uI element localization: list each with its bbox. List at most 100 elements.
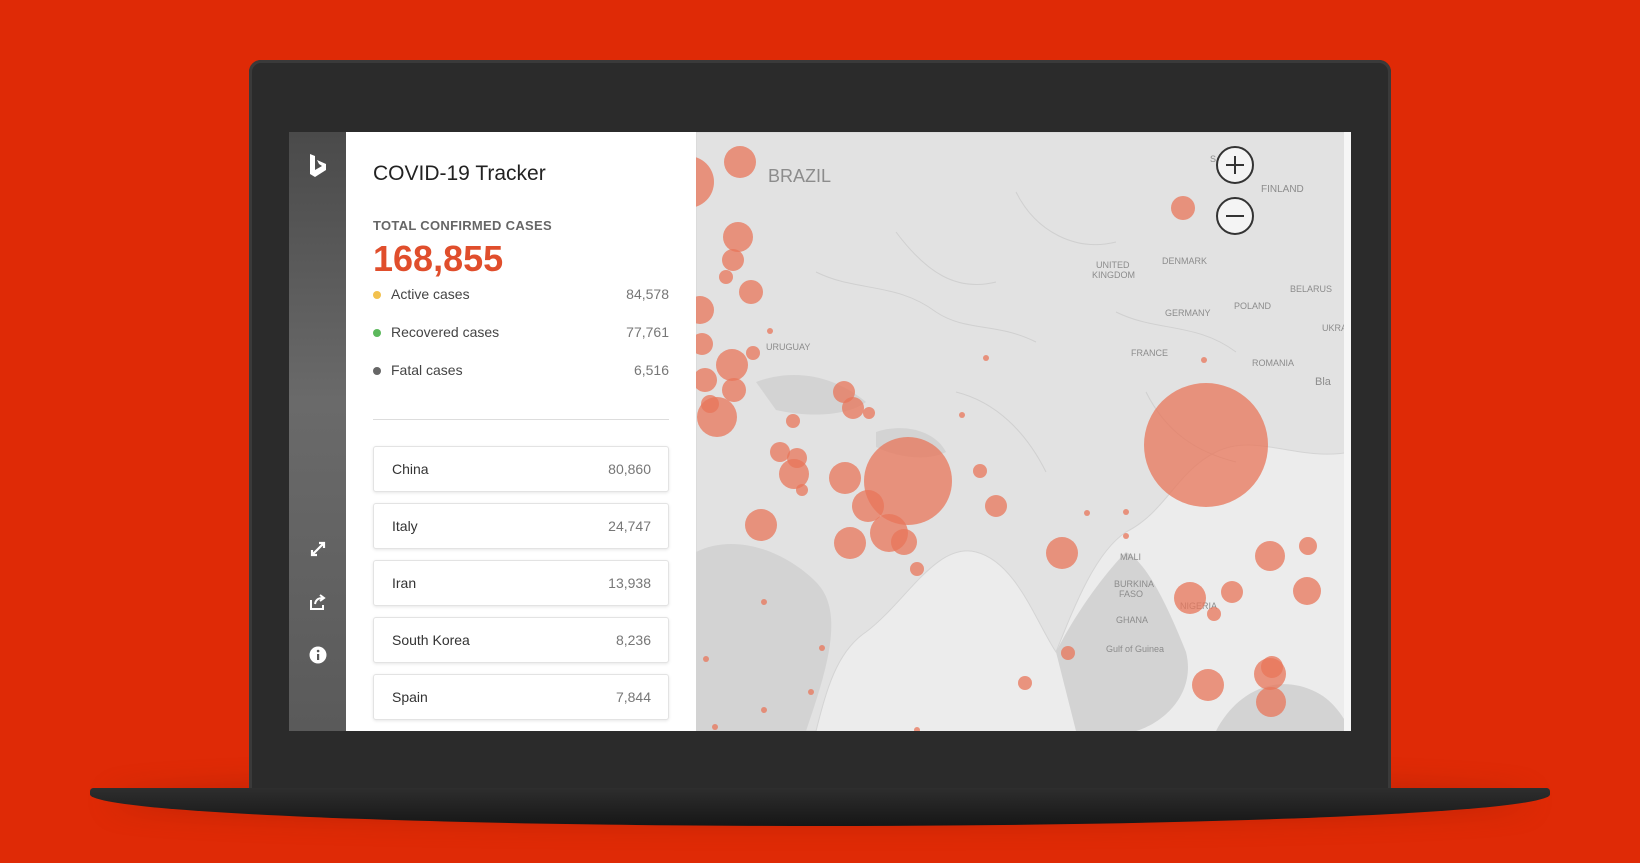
- case-bubble[interactable]: [891, 529, 917, 555]
- case-bubble[interactable]: [808, 689, 814, 695]
- case-bubble[interactable]: [863, 407, 875, 419]
- country-row-italy[interactable]: Italy 24,747: [373, 503, 669, 549]
- case-bubble[interactable]: [1207, 607, 1221, 621]
- case-bubble[interactable]: [852, 490, 884, 522]
- laptop-base: [90, 788, 1550, 826]
- map-label-france: FRANCE: [1131, 348, 1168, 358]
- case-bubble[interactable]: [796, 484, 808, 496]
- country-row-china[interactable]: China 80,860: [373, 446, 669, 492]
- case-bubble[interactable]: [1046, 537, 1078, 569]
- case-bubble[interactable]: [1061, 646, 1075, 660]
- case-bubble[interactable]: [723, 222, 753, 252]
- case-bubble[interactable]: [1256, 687, 1286, 717]
- case-bubble[interactable]: [1171, 196, 1195, 220]
- map-label-brazil: BRAZIL: [768, 166, 831, 186]
- case-bubble[interactable]: [1018, 676, 1032, 690]
- country-count: 13,938: [608, 575, 651, 591]
- case-bubble[interactable]: [1201, 357, 1207, 363]
- expand-icon[interactable]: [289, 539, 346, 559]
- divider: [373, 419, 669, 420]
- map-label-gulf-of-guinea: Gulf of Guinea: [1106, 644, 1164, 654]
- case-bubble[interactable]: [842, 397, 864, 419]
- recovered-dot-icon: [373, 329, 381, 337]
- map-label-uk-1: UNITED: [1096, 260, 1130, 270]
- country-row-spain[interactable]: Spain 7,844: [373, 674, 669, 720]
- case-bubble[interactable]: [983, 355, 989, 361]
- case-bubble[interactable]: [833, 381, 855, 403]
- case-bubble[interactable]: [719, 270, 733, 284]
- country-count: 8,236: [615, 632, 651, 648]
- case-bubble[interactable]: [1221, 581, 1243, 603]
- world-map[interactable]: BRAZIL FINLAND UNITED KINGDOM DENMARK BE…: [662, 132, 1351, 731]
- case-bubble[interactable]: [1293, 577, 1321, 605]
- case-bubble[interactable]: [910, 562, 924, 576]
- map-label-romania: ROMANIA: [1252, 358, 1294, 368]
- case-bubble[interactable]: [703, 656, 709, 662]
- stat-label: Active cases: [391, 286, 470, 302]
- map-label-burkina-1: BURKINA: [1114, 579, 1154, 589]
- info-icon[interactable]: [289, 646, 346, 664]
- left-rail: [289, 132, 346, 731]
- case-bubble[interactable]: [834, 527, 866, 559]
- case-bubble[interactable]: [819, 645, 825, 651]
- case-bubble[interactable]: [739, 280, 763, 304]
- case-bubble[interactable]: [864, 437, 952, 525]
- case-bubble[interactable]: [770, 442, 790, 462]
- case-bubble[interactable]: [1174, 582, 1206, 614]
- map-label-ghana: GHANA: [1116, 615, 1148, 625]
- case-bubble[interactable]: [1144, 383, 1268, 507]
- case-bubble[interactable]: [761, 707, 767, 713]
- app-screen: COVID-19 Tracker TOTAL CONFIRMED CASES 1…: [289, 132, 1351, 731]
- stat-value: 6,516: [633, 362, 669, 378]
- country-row-iran[interactable]: Iran 13,938: [373, 560, 669, 606]
- map-label-mali: MALI: [1120, 552, 1141, 562]
- map-label-belarus: BELARUS: [1290, 284, 1332, 294]
- case-bubble[interactable]: [722, 249, 744, 271]
- app-title: COVID-19 Tracker: [373, 162, 546, 185]
- country-row-south-korea[interactable]: South Korea 8,236: [373, 617, 669, 663]
- case-bubble[interactable]: [914, 727, 920, 731]
- case-bubble[interactable]: [985, 495, 1007, 517]
- case-bubble[interactable]: [746, 346, 760, 360]
- map-scrollbar[interactable]: [1344, 132, 1351, 731]
- case-bubble[interactable]: [1299, 537, 1317, 555]
- case-bubble[interactable]: [767, 328, 773, 334]
- zoom-in-button[interactable]: [1216, 146, 1254, 184]
- stat-active: Active cases 84,578: [373, 286, 669, 306]
- stat-fatal: Fatal cases 6,516: [373, 362, 669, 382]
- case-bubble[interactable]: [724, 146, 756, 178]
- case-bubble[interactable]: [779, 459, 809, 489]
- case-bubble[interactable]: [1261, 656, 1283, 678]
- case-bubble[interactable]: [786, 414, 800, 428]
- case-bubble[interactable]: [959, 412, 965, 418]
- country-count: 24,747: [608, 518, 651, 534]
- case-bubble[interactable]: [712, 724, 718, 730]
- case-bubble[interactable]: [716, 349, 748, 381]
- total-cases-value: 168,855: [373, 238, 504, 279]
- map-label-germany: GERMANY: [1165, 308, 1211, 318]
- case-bubble[interactable]: [691, 333, 713, 355]
- case-bubble[interactable]: [1255, 541, 1285, 571]
- case-bubble[interactable]: [693, 368, 717, 392]
- stat-recovered: Recovered cases 77,761: [373, 324, 669, 344]
- case-bubble[interactable]: [1123, 533, 1129, 539]
- map-label-finland: FINLAND: [1261, 184, 1304, 195]
- active-dot-icon: [373, 291, 381, 299]
- map-label-black-sea: Bla: [1315, 376, 1332, 388]
- case-bubble[interactable]: [761, 599, 767, 605]
- case-bubble[interactable]: [829, 462, 861, 494]
- total-cases-label: TOTAL CONFIRMED CASES: [373, 218, 552, 233]
- country-name: Spain: [392, 689, 428, 705]
- zoom-out-button[interactable]: [1216, 197, 1254, 235]
- map-label-sweden: S: [1210, 154, 1216, 164]
- stat-value: 84,578: [626, 286, 669, 302]
- case-bubble[interactable]: [1192, 669, 1224, 701]
- case-bubble[interactable]: [745, 509, 777, 541]
- case-bubble[interactable]: [1084, 510, 1090, 516]
- case-bubble[interactable]: [1123, 509, 1129, 515]
- case-bubble[interactable]: [722, 378, 746, 402]
- share-icon[interactable]: [289, 592, 346, 612]
- bing-logo-icon[interactable]: [289, 152, 346, 180]
- case-bubble[interactable]: [973, 464, 987, 478]
- case-bubble[interactable]: [697, 397, 737, 437]
